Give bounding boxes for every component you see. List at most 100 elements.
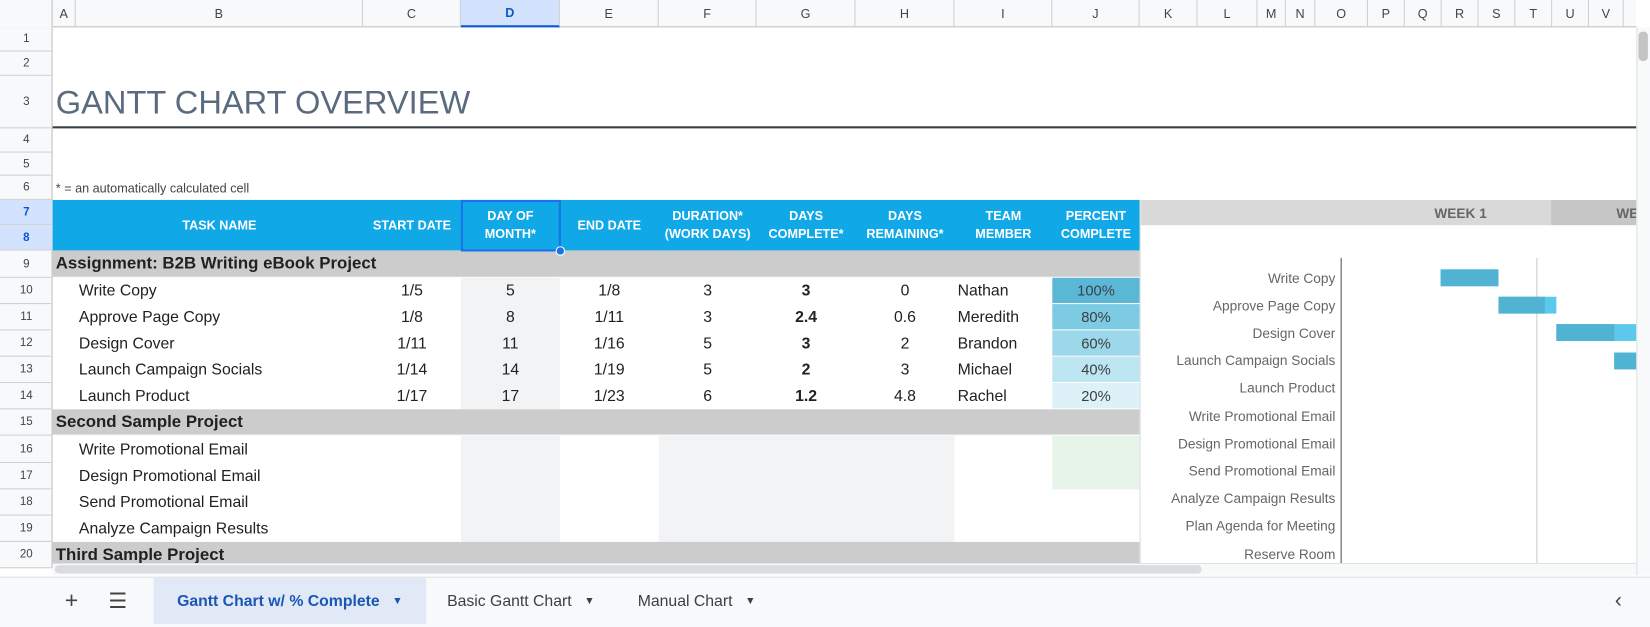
column-header[interactable]: L [1198, 0, 1258, 28]
cell: 5 [703, 334, 713, 353]
add-sheet-button[interactable]: + [64, 587, 79, 614]
cell: 2.4 [795, 308, 818, 327]
row-number[interactable]: 9 [0, 250, 53, 278]
row-number[interactable]: 4 [0, 128, 53, 153]
column-header-bar [0, 0, 1637, 28]
cell: 1/11 [397, 334, 427, 353]
row-number[interactable]: 7 [0, 199, 53, 226]
cell: 1/17 [396, 387, 428, 406]
column-header[interactable]: E [560, 0, 659, 28]
cell: 0 [900, 282, 910, 300]
column-header[interactable]: Q [1405, 0, 1442, 28]
tab-arrow[interactable]: ▼ [584, 595, 595, 607]
column-header[interactable]: A [53, 0, 76, 28]
selection-handle [555, 246, 566, 256]
row-number[interactable]: 17 [0, 463, 53, 490]
column-header[interactable]: K [1140, 0, 1198, 28]
shade [460, 330, 560, 357]
table-header-cell: DAYS REMAINING* [866, 208, 944, 241]
row-number[interactable]: 18 [0, 489, 53, 516]
v-scroll-thumb [1638, 31, 1648, 62]
column-header[interactable]: R [1442, 0, 1479, 28]
column-header[interactable]: F [659, 0, 757, 28]
column-header[interactable]: P [1368, 0, 1405, 28]
percent-cell: 60% [1052, 330, 1140, 357]
row-number[interactable]: 20 [0, 542, 53, 569]
column-header[interactable]: J [1052, 0, 1140, 28]
sheet-tab[interactable]: Basic Gantt Chart ▼ [426, 578, 615, 624]
percent-cell: 80% [1052, 304, 1140, 331]
shade [658, 435, 955, 464]
selection-border [460, 199, 561, 252]
shade [460, 356, 560, 384]
cell: 1/11 [594, 308, 625, 327]
column-header[interactable]: I [954, 0, 1053, 28]
corner [0, 0, 53, 28]
column-header[interactable]: C [363, 0, 461, 28]
cell: 4.8 [893, 387, 916, 406]
task-name: Analyze Campaign Results [78, 519, 269, 538]
cell: 3 [801, 334, 811, 353]
cell: 1.2 [795, 387, 818, 406]
scroll-tabs-button[interactable]: ‹ [1614, 588, 1622, 612]
row-number[interactable]: 15 [0, 409, 53, 436]
table-header-cell: END DATE [577, 217, 642, 233]
shade [460, 277, 560, 305]
gantt-label: Send Promotional Email [1188, 462, 1336, 479]
tab-arrow[interactable]: ▼ [392, 595, 403, 607]
week-header [1140, 199, 1552, 226]
sheet-title: GANTT CHART OVERVIEW [55, 84, 471, 122]
row-number[interactable]: 10 [0, 278, 53, 305]
table-header-cell: TASK NAME [182, 217, 257, 233]
column-header[interactable]: O [1315, 0, 1368, 28]
cell: 1/16 [593, 334, 625, 353]
tab-label: Manual Chart [637, 591, 733, 610]
tab-label: Gantt Chart w/ % Complete [177, 591, 380, 610]
gantt-label: Reserve Room [1244, 545, 1336, 562]
row-number[interactable]: 2 [0, 52, 53, 76]
column-header[interactable]: M [1257, 0, 1286, 28]
row-number[interactable]: 19 [0, 516, 53, 542]
week-label: WEEK 1 [1434, 204, 1487, 221]
column-header[interactable]: B [76, 0, 364, 28]
column-header[interactable]: D [460, 0, 560, 28]
gantt-label: Write Copy [1267, 269, 1336, 286]
row-number[interactable]: 5 [0, 153, 53, 176]
sheet-tab[interactable]: Gantt Chart w/ % Complete ▼ [153, 577, 427, 625]
row-number[interactable]: 12 [0, 330, 53, 357]
task-name: Launch Product [78, 387, 190, 406]
row-number[interactable]: 14 [0, 383, 53, 410]
column-header[interactable]: T [1515, 0, 1553, 28]
cell: 0.6 [893, 308, 916, 327]
column-header[interactable]: G [757, 0, 856, 28]
percent-cell: 20% [1052, 383, 1140, 410]
row-number[interactable]: 1 [0, 27, 53, 52]
column-header[interactable]: U [1552, 0, 1589, 28]
team-member: Nathan [957, 282, 1009, 300]
tab-arrow[interactable]: ▼ [745, 595, 756, 607]
row-number[interactable]: 11 [0, 304, 53, 331]
row-number[interactable]: 13 [0, 357, 53, 384]
sheet-tab[interactable]: Manual Chart ▼ [618, 578, 776, 624]
table-header-cell: DURATION* (WORK DAYS) [664, 208, 751, 241]
row-number[interactable]: 3 [0, 76, 53, 129]
column-header[interactable]: S [1478, 0, 1516, 28]
column-header[interactable]: V [1589, 0, 1624, 28]
all-sheets-button[interactable]: ☰ [108, 589, 128, 613]
table-header-cell: TEAM MEMBER [975, 208, 1032, 241]
section-title: Assignment: B2B Writing eBook Project [55, 254, 377, 273]
title-rule [52, 126, 1637, 129]
v-scrollbar [1636, 27, 1650, 576]
cell: 1/8 [598, 282, 621, 300]
gantt-label: Design Promotional Email [1177, 435, 1336, 452]
row-number[interactable]: 16 [0, 436, 53, 464]
task-name: Write Promotional Email [78, 440, 248, 459]
column-header[interactable]: H [856, 0, 955, 28]
column-header[interactable]: N [1286, 0, 1316, 28]
cell: 6 [703, 387, 713, 406]
row-number[interactable]: 6 [0, 176, 53, 200]
shade [460, 435, 560, 464]
team-member: Michael [957, 360, 1012, 379]
row-number[interactable]: 8 [0, 225, 53, 251]
